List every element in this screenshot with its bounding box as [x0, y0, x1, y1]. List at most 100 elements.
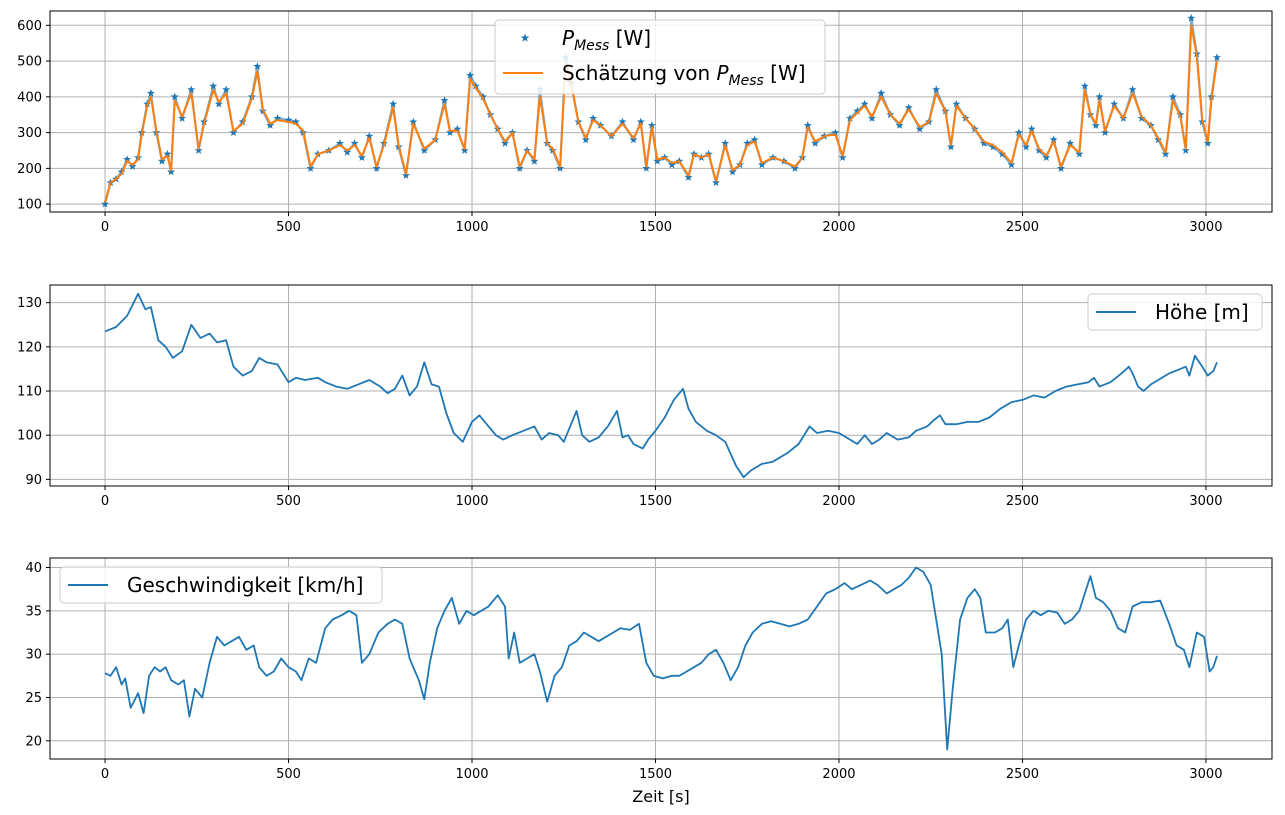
- data-point: [853, 106, 862, 115]
- series-line: [104, 566, 1218, 751]
- axes-frame: [49, 10, 1273, 213]
- data-point: [1035, 146, 1043, 154]
- y-tick-label: 30: [25, 648, 42, 663]
- series-1: [104, 24, 1218, 203]
- y-tick-label: 130: [17, 296, 42, 311]
- data-point: [1007, 160, 1016, 169]
- data-point: [1095, 92, 1104, 101]
- data-point: [647, 121, 656, 129]
- series-line: [104, 292, 1218, 479]
- data-point: [1027, 124, 1036, 133]
- data-point: [273, 114, 282, 122]
- data-point: [581, 135, 590, 144]
- data-point: [1187, 14, 1196, 22]
- x-tick-label: 2500: [1006, 494, 1039, 509]
- x-tick-label: 3000: [1189, 767, 1222, 782]
- data-point: [1075, 149, 1084, 158]
- grid: [50, 285, 1272, 486]
- data-point: [187, 85, 196, 94]
- power-plot: 0 500 1000 1500 2000 2500 3000 100 200 300 400 500 6…: [17, 10, 1273, 235]
- data-point: [979, 139, 988, 147]
- legend: Höhe [m]: [1087, 293, 1263, 331]
- data-point: [372, 164, 381, 172]
- data-point: [1213, 53, 1221, 61]
- x-tick-label: 1000: [455, 494, 488, 509]
- legend-frame: [494, 19, 826, 95]
- x-tick-label: 3000: [1189, 494, 1222, 509]
- data-point: [1168, 92, 1177, 101]
- series-0: [104, 566, 1218, 751]
- data-point: [915, 124, 924, 133]
- data-point: [530, 157, 539, 165]
- data-point: [222, 85, 231, 94]
- data-point: [946, 142, 955, 151]
- data-point: [838, 153, 847, 161]
- data-point: [1128, 85, 1137, 94]
- data-point: [684, 173, 693, 181]
- data-point: [1080, 81, 1089, 90]
- data-point: [253, 62, 262, 70]
- ticks: 0 500 1000 1500 2000 2500 3000 100 200 300 400 500 6…: [17, 19, 1222, 235]
- series-0: [104, 292, 1218, 479]
- y-tick-label: 20: [25, 734, 42, 749]
- x-tick-label: 500: [276, 767, 301, 782]
- data-point: [790, 164, 799, 172]
- speed-plot: 0 500 1000 1500 2000 2500 3000 20 25 30 35 40 Geschw…: [25, 557, 1273, 782]
- data-point: [163, 149, 172, 158]
- data-point: [284, 115, 293, 124]
- data-point: [409, 117, 418, 126]
- data-point: [1181, 146, 1190, 154]
- data-point: [653, 157, 662, 165]
- axes-frame: [49, 284, 1273, 487]
- y-tick-label: 40: [25, 561, 42, 576]
- data-point: [1057, 164, 1065, 172]
- data-point: [343, 148, 352, 156]
- data-point: [101, 199, 109, 208]
- data-point: [868, 114, 876, 122]
- data-point: [932, 85, 941, 94]
- data-point: [668, 160, 676, 169]
- data-point: [178, 114, 187, 122]
- data-point: [642, 164, 651, 172]
- y-tick-label: 110: [17, 385, 42, 400]
- axes-frame: [49, 557, 1273, 760]
- data-point: [466, 71, 475, 79]
- data-point: [389, 99, 398, 108]
- series-line: [104, 24, 1218, 203]
- legend-frame: [59, 566, 383, 604]
- data-point: [556, 164, 565, 172]
- data-point: [335, 139, 344, 147]
- y-tick-label: 500: [17, 55, 42, 70]
- x-tick-label: 500: [276, 494, 301, 509]
- data-point: [128, 162, 137, 170]
- data-point: [365, 132, 374, 140]
- data-point: [167, 167, 176, 176]
- data-point: [1066, 139, 1075, 147]
- x-tick-label: 2500: [1006, 220, 1039, 235]
- data-point: [589, 114, 598, 122]
- x-tick-label: 500: [276, 220, 301, 235]
- data-point: [712, 178, 720, 187]
- y-tick-label: 100: [17, 429, 42, 444]
- y-tick-label: 100: [17, 198, 42, 213]
- data-point: [291, 117, 300, 126]
- data-point: [629, 135, 638, 144]
- data-point: [350, 139, 359, 147]
- x-tick-label: 1500: [639, 767, 672, 782]
- x-tick-label: 0: [101, 767, 109, 782]
- data-point: [157, 157, 166, 165]
- data-point: [1137, 114, 1146, 122]
- x-tick-label: 2000: [822, 220, 855, 235]
- data-point: [402, 171, 410, 179]
- ticks: 0 500 1000 1500 2000 2500 3000 90 100 110 120 130: [17, 296, 1222, 509]
- data-point: [1022, 142, 1031, 151]
- data-point: [146, 89, 155, 97]
- x-tick-label: 1000: [455, 220, 488, 235]
- legend: Geschwindigkeit [km/h]: [59, 566, 383, 604]
- data-point: [721, 139, 730, 147]
- data-point: [1161, 149, 1170, 158]
- data-point: [453, 124, 462, 133]
- altitude-plot: 0 500 1000 1500 2000 2500 3000 90 100 110 120 130 Hö…: [17, 284, 1273, 509]
- data-point: [420, 146, 429, 154]
- data-point: [1110, 99, 1119, 108]
